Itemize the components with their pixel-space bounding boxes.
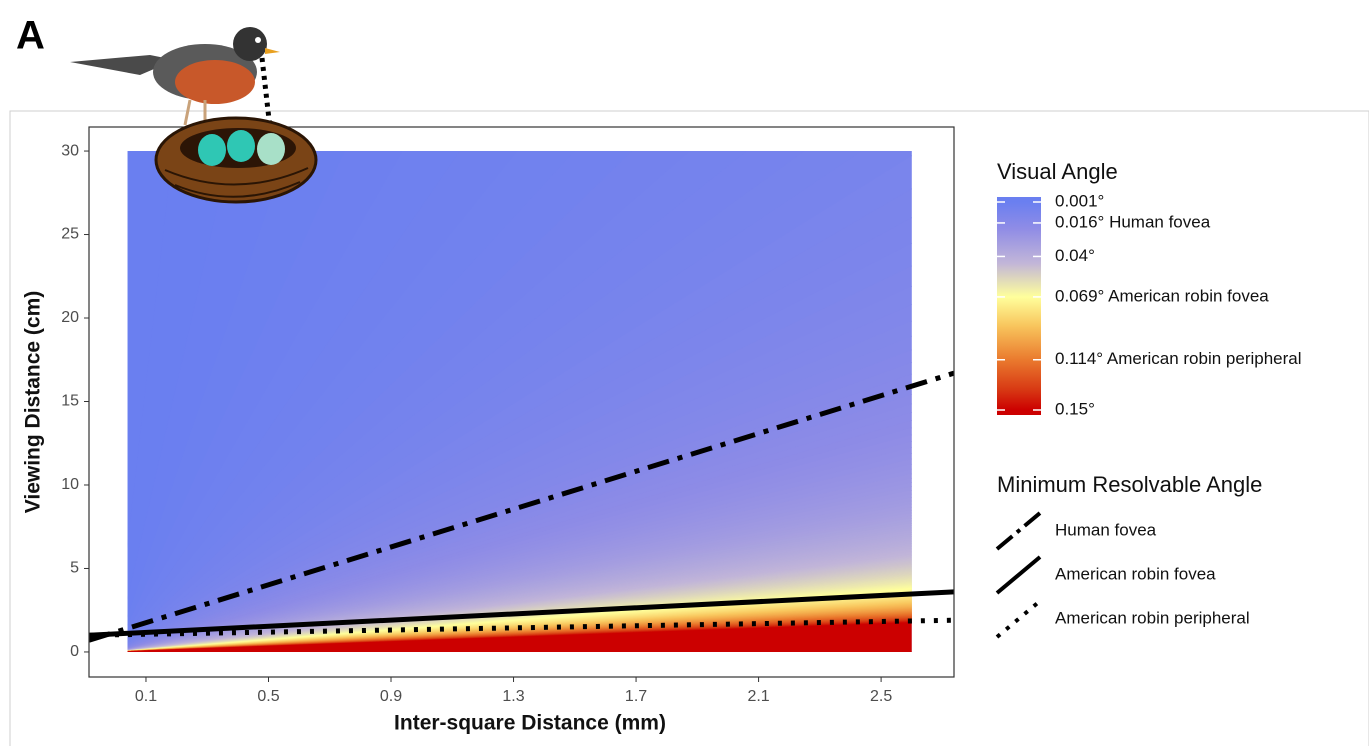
heatmap-wedge	[127, 453, 912, 650]
x-tick-label: 1.7	[625, 688, 647, 705]
legend-key	[995, 555, 1042, 595]
x-tick-label: 2.1	[747, 688, 769, 705]
y-axis-title: Viewing Distance (cm)	[22, 291, 45, 514]
heatmap-wedge	[127, 482, 912, 650]
legend-title: Minimum Resolvable Angle	[997, 472, 1262, 497]
heatmap-wedge	[127, 523, 912, 651]
y-tick-label: 20	[61, 309, 79, 326]
heatmap-wedge	[127, 486, 912, 650]
heatmap-wedge	[127, 420, 912, 649]
heatmap-wedge	[127, 503, 912, 651]
heatmap-wedge	[127, 286, 912, 647]
y-tick-label: 15	[61, 393, 79, 410]
colorbar-label: 0.016° Human fovea	[1055, 212, 1211, 231]
heatmap-wedge	[127, 265, 912, 647]
heatmap-wedge	[127, 403, 912, 649]
heatmap-wedge	[127, 188, 912, 646]
colorbar-label: 0.114° American robin peripheral	[1055, 349, 1302, 368]
heatmap-wedge	[127, 441, 912, 650]
y-tick-label: 10	[61, 476, 79, 493]
heatmap-wedge	[127, 384, 912, 649]
heatmap-wedge	[127, 243, 912, 647]
heatmap-wedge	[127, 497, 912, 650]
heatmap-wedge	[127, 622, 912, 652]
heatmap-wedge	[127, 512, 912, 651]
heatmap-wedge	[127, 412, 912, 649]
heatmap-wedge	[127, 427, 912, 649]
series-line	[89, 370, 954, 643]
axes: 0.1 0.5 0.9 1.3 1.7 2.1 2.5 0 5 10 15 20 25 30	[61, 142, 892, 705]
heatmap-wedge	[127, 151, 912, 645]
colorbar-label: 0.001°	[1055, 191, 1104, 210]
heatmap-wedge	[127, 555, 912, 651]
heatmap-wedge	[127, 500, 912, 650]
legend-label: American robin fovea	[1055, 564, 1216, 583]
heatmap-wedge	[127, 557, 912, 651]
heatmap-wedge	[127, 531, 912, 651]
heatmap-wedge	[127, 552, 912, 651]
lines	[89, 370, 954, 643]
heatmap-wedge	[127, 559, 912, 651]
heatmap-wedge	[127, 463, 912, 650]
x-tick-label: 0.9	[380, 688, 402, 705]
panel-label: A	[16, 14, 45, 58]
heatmap-wedge	[127, 520, 912, 651]
heatmap-wedge	[127, 525, 912, 651]
heatmap-wedge	[127, 515, 912, 651]
y-tick-label: 5	[70, 560, 79, 577]
heatmap-wedge	[127, 556, 912, 651]
heatmap-wedge	[127, 473, 912, 650]
heatmap-wedge	[127, 349, 912, 648]
heatmap-wedge	[127, 493, 912, 650]
heatmap-wedge	[127, 155, 912, 646]
y-tick-label: 30	[61, 142, 79, 159]
heatmap-wedge	[127, 509, 912, 651]
colorbar-title: Visual Angle	[997, 159, 1118, 184]
colorbar-label: 0.069° American robin fovea	[1055, 286, 1269, 305]
legend-key	[995, 511, 1042, 551]
heatmap-wedge	[127, 477, 912, 650]
heatmap-wedge	[127, 527, 912, 651]
heatmap-wedge	[127, 304, 912, 648]
series-line	[89, 589, 954, 638]
x-tick-label: 0.1	[135, 688, 157, 705]
heatmap-wedge	[127, 458, 912, 650]
heatmap-wedge	[127, 447, 912, 650]
heatmap-wedge	[127, 434, 912, 650]
heatmap-wedge	[127, 553, 912, 651]
y-tick-label: 25	[61, 226, 79, 243]
y-tick-label: 0	[70, 643, 79, 660]
x-tick-label: 1.3	[502, 688, 524, 705]
legend: Human fovea American robin fovea American …	[995, 511, 1250, 639]
heatmap-wedge	[127, 518, 912, 651]
heatmap-wedge	[127, 373, 912, 649]
robin-illustration	[70, 27, 318, 204]
colorbar	[997, 197, 1041, 415]
x-axis-title: Inter-square Distance (mm)	[394, 712, 666, 735]
x-tick-label: 0.5	[257, 688, 279, 705]
x-tick-label: 2.5	[870, 688, 892, 705]
heatmap-wedge	[127, 490, 912, 650]
heatmap-wedge	[127, 468, 912, 650]
heatmap-wedge	[127, 394, 912, 649]
heatmap-wedge	[127, 529, 912, 651]
plot-border	[88, 126, 955, 678]
colorbar-ticks: 0.001° 0.016° Human fovea 0.04° 0.069° Amer…	[997, 191, 1302, 418]
colorbar-label: 0.04°	[1055, 246, 1095, 265]
colorbar-label: 0.15°	[1055, 399, 1095, 418]
heatmap-wedge	[127, 217, 912, 647]
legend-label: Human fovea	[1055, 520, 1157, 539]
series-line	[89, 617, 954, 638]
heatmap-wedge	[127, 506, 912, 651]
legend-label: American robin peripheral	[1055, 608, 1250, 627]
